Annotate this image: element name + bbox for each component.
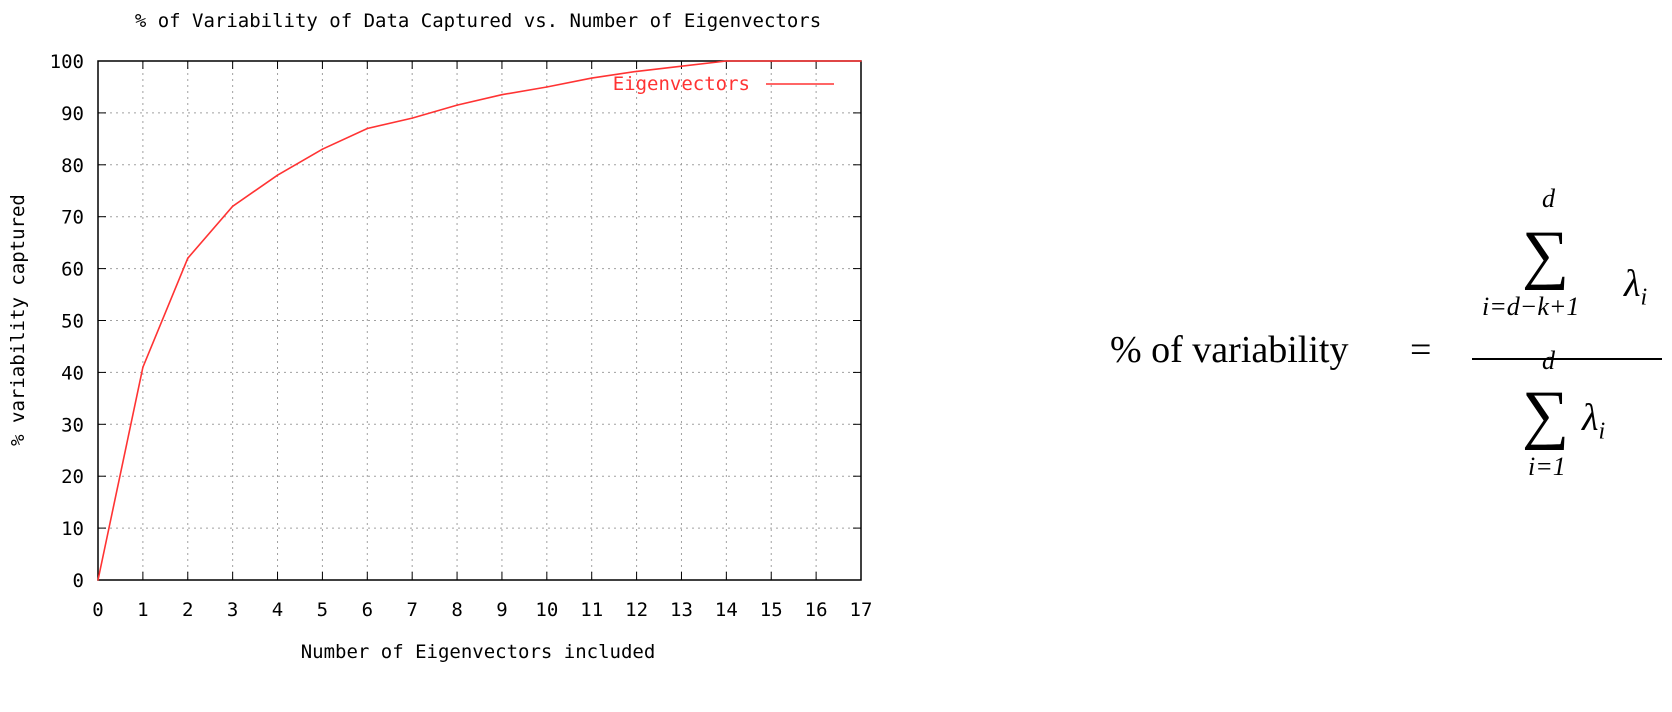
data-point <box>142 366 144 369</box>
denominator-lambda-index: i <box>1598 418 1606 445</box>
legend-label: Eigenvectors <box>613 73 750 95</box>
numerator-lower-limit: i=d−k+1 <box>1482 292 1580 321</box>
data-point <box>590 77 593 79</box>
y-tick-label: 80 <box>61 155 84 177</box>
x-axis-label: Number of Eigenvectors included <box>301 641 656 663</box>
data-point <box>97 579 99 581</box>
y-tick-label: 0 <box>73 570 84 592</box>
x-tick-label: 7 <box>406 599 417 621</box>
variability-formula: % of variability = d ∑ i=d−k+1 λi d ∑ i=… <box>1090 184 1670 520</box>
x-tick-label: 8 <box>451 599 462 621</box>
data-point <box>680 65 683 67</box>
x-tick-label: 0 <box>92 599 103 621</box>
y-tick-label: 50 <box>61 311 84 333</box>
numerator-lambda: λi <box>1624 262 1647 312</box>
x-tick-label: 9 <box>496 599 507 621</box>
data-point <box>321 148 324 151</box>
x-tick-label: 15 <box>760 599 783 621</box>
legend: Eigenvectors <box>613 73 834 95</box>
data-point <box>815 60 817 62</box>
numerator-upper-limit: d <box>1542 184 1555 213</box>
data-point <box>770 60 773 62</box>
y-tick-label: 70 <box>61 207 84 229</box>
data-point <box>546 86 548 88</box>
data-point <box>860 60 862 62</box>
series <box>97 60 862 581</box>
data-point <box>276 174 279 176</box>
y-tick-label: 100 <box>50 51 84 73</box>
x-tick-label: 5 <box>317 599 328 621</box>
x-tick-label: 11 <box>580 599 603 621</box>
data-point <box>186 257 189 260</box>
data-point <box>635 70 638 73</box>
data-point <box>501 93 503 96</box>
y-tick-label: 90 <box>61 103 84 125</box>
numerator-sigma: ∑ <box>1522 218 1570 291</box>
numerator-lambda-symbol: λ <box>1624 263 1641 305</box>
series-line-eigenvectors <box>97 60 861 581</box>
data-point <box>411 117 413 119</box>
data-point <box>456 104 458 106</box>
x-tick-labels: 0 1 2 3 4 5 6 7 8 9 10 11 12 13 14 15 16 17 <box>92 599 872 621</box>
denominator-sigma: ∑ <box>1522 378 1570 451</box>
x-tick-label: 12 <box>625 599 648 621</box>
denominator-lambda: λi <box>1582 396 1605 446</box>
x-tick-label: 10 <box>535 599 558 621</box>
x-tick-label: 1 <box>137 599 148 621</box>
data-point <box>725 60 728 62</box>
y-tick-label: 20 <box>61 466 84 488</box>
x-tick-label: 3 <box>227 599 238 621</box>
denominator-lower-limit: i=1 <box>1528 452 1566 481</box>
x-tick-label: 13 <box>670 599 693 621</box>
axis-ticks <box>97 60 862 581</box>
grid <box>98 61 861 580</box>
data-point <box>231 205 234 208</box>
y-tick-label: 30 <box>61 414 84 436</box>
formula-equals: = <box>1410 329 1432 371</box>
formula-lhs: % of variability <box>1110 329 1349 371</box>
fraction-bar <box>1472 358 1662 360</box>
denominator-upper-limit: d <box>1542 346 1555 375</box>
y-axis-label: % variability captured <box>7 194 29 446</box>
data-point <box>366 127 369 130</box>
y-tick-labels: 0 10 20 30 40 50 60 70 80 90 100 <box>50 51 84 592</box>
x-tick-label: 16 <box>805 599 828 621</box>
numerator-lambda-index: i <box>1640 284 1648 311</box>
x-tick-label: 2 <box>182 599 193 621</box>
chart-title: % of Variability of Data Captured vs. Nu… <box>135 10 821 32</box>
x-tick-label: 14 <box>715 599 738 621</box>
x-tick-label: 6 <box>362 599 373 621</box>
y-tick-label: 60 <box>61 259 84 281</box>
x-tick-label: 4 <box>272 599 283 621</box>
denominator-lambda-symbol: λ <box>1582 397 1599 439</box>
x-tick-label: 17 <box>850 599 873 621</box>
y-tick-label: 40 <box>61 362 84 384</box>
y-tick-label: 10 <box>61 518 84 540</box>
